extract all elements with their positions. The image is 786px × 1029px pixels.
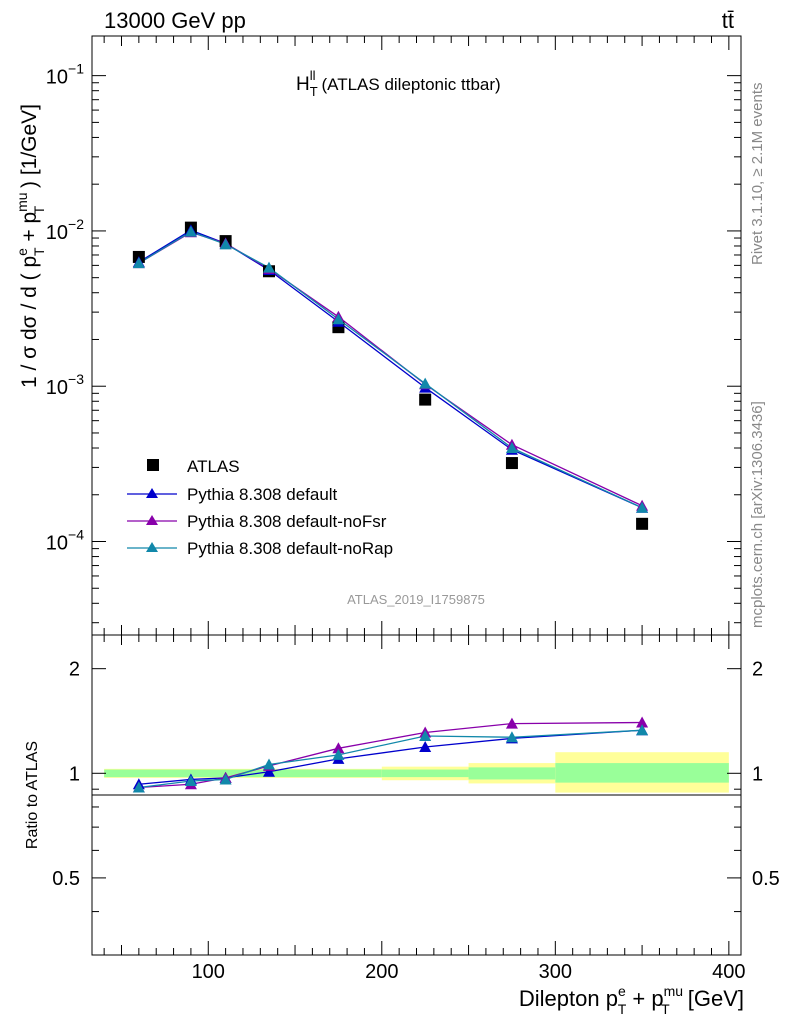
uncertainty-band-inner [468,767,556,780]
tick-base: 10 [46,222,68,244]
legend-marker-default [146,488,158,498]
data-point-data [636,517,649,530]
data-point-noRap [636,501,649,513]
x-tick-label: 100 [192,961,225,983]
tick-base: 10 [46,67,68,89]
ratio-point-noRap [419,730,432,742]
x-tick-labels: 100 200 300 400 [192,961,746,983]
tick-exponent: −3 [68,371,84,387]
legend-label-norap: Pythia 8.308 default-noRap [187,539,393,558]
ylabel-sub2: T [31,205,47,214]
title-symbol-base: H [296,74,310,95]
x-axis-label: Dilepton pe T + pmu T [GeV] [519,983,744,1017]
xlabel-sup1: e [618,983,626,999]
data-point-data [419,393,432,406]
ratio-point-noRap [636,724,649,736]
data-point-noRap [219,238,232,250]
legend-label-atlas: ATLAS [187,457,240,476]
ylabel-sup2: mu [14,192,30,211]
ratio-point-default [419,741,432,753]
legend: ATLAS Pythia 8.308 default Pythia 8.308 … [127,457,393,558]
ylabel-sub1: T [31,247,47,256]
header-right: tt̄ [722,8,734,33]
title-symbol-sup: ll [310,68,316,83]
ratio-point-noRap [184,775,197,787]
tick-exponent: −1 [68,61,84,77]
data-point-noRap [505,442,518,454]
main-series [132,221,649,530]
xlabel-sub2: T [661,1001,670,1017]
ratio-point-noFsr [332,742,345,754]
header-left: 13000 GeV pp [104,8,246,33]
main-y-tick-label: 10−4 [46,527,84,555]
tick-exponent: −2 [68,216,84,232]
ylabel-sup1: e [14,248,30,256]
main-y-tick-labels: 10−110−210−310−4 [46,61,84,555]
tick-base: 10 [46,377,68,399]
ratio-point-noRap [219,773,232,785]
ratio-point-noFsr [636,716,649,728]
uncertainty-band-inner [381,769,469,778]
legend-marker-nofsr [146,515,158,525]
ratio-ticks [92,635,741,956]
data-point-noRap [132,257,145,269]
data-point-noRap [184,225,197,237]
xlabel-sub1: T [618,1001,627,1017]
main-ticks [92,36,741,635]
title-symbol-sub: T [310,84,318,99]
title-text: (ATLAS dileptonic ttbar) [321,75,500,94]
main-y-tick-label: 10−2 [46,216,84,244]
legend-label-nofsr: Pythia 8.308 default-noFsr [187,512,387,531]
legend-marker-atlas [147,459,159,471]
main-title: HTll (ATLAS dileptonic ttbar) [296,68,501,99]
ylabel-tail: ) [1/GeV] [18,104,41,194]
ratio-series [132,716,649,793]
legend-label-default: Pythia 8.308 default [187,485,338,504]
x-tick-label: 200 [365,961,398,983]
x-tick-label: 400 [712,961,745,983]
xlabel-lead: Dilepton p [519,986,618,1011]
ratio-y-tick-labels: 0.5 0.5 1 1 2 2 [52,659,780,890]
tick-exponent: −4 [68,527,84,543]
ratio-point-noRap [263,758,275,770]
xlabel-sup2: mu [664,983,683,999]
ratio-point-noRap [505,731,518,743]
main-y-tick-label: 10−3 [46,371,84,399]
xlabel-tail: [GeV] [682,986,744,1011]
ratio-y-axis-label: Ratio to ATLAS [24,741,41,849]
ylabel-lead: 1 / σ dσ / d ( p [18,256,41,388]
data-point-noRap [332,313,345,325]
ratio-point-default [263,765,275,777]
ratio-bands [104,752,729,793]
ylabel-mid: + p [18,212,41,248]
xlabel-mid: + p [626,986,663,1011]
x-tick-label: 300 [539,961,572,983]
legend-marker-norap [146,542,158,552]
data-point-noRap [419,377,432,389]
ratio-y-tick-label-left: 0.5 [52,868,80,890]
ratio-line-noFsr [138,721,643,789]
ratio-y-tick-label-left: 1 [69,763,80,785]
ratio-point-noRap [132,781,145,793]
tick-base: 10 [46,533,68,555]
ratio-y-tick-label-right: 0.5 [752,868,780,890]
analysis-id: ATLAS_2019_I1759875 [347,592,485,607]
main-y-tick-label: 10−1 [46,61,84,89]
ratio-point-noRap [332,748,345,760]
data-point-data [505,457,518,470]
ratio-line-noRap [138,729,643,789]
ratio-y-tick-label-right: 2 [752,659,763,681]
ratio-line-default [138,729,643,785]
ratio-y-tick-label-right: 1 [752,763,763,785]
mcplots-label: mcplots.cern.ch [arXiv:1306.3436] [749,401,766,628]
series-line-noRap [138,230,643,509]
rivet-label: Rivet 3.1.10, ≥ 2.1M events [749,83,766,266]
ratio-point-noFsr [505,717,518,729]
uncertainty-band-inner [555,763,729,783]
data-point-noRap [263,261,275,273]
main-y-axis-label: 1 / σ dσ / d ( peT + pmuT ) [1/GeV] [14,104,47,388]
ratio-y-tick-label-left: 2 [69,659,80,681]
